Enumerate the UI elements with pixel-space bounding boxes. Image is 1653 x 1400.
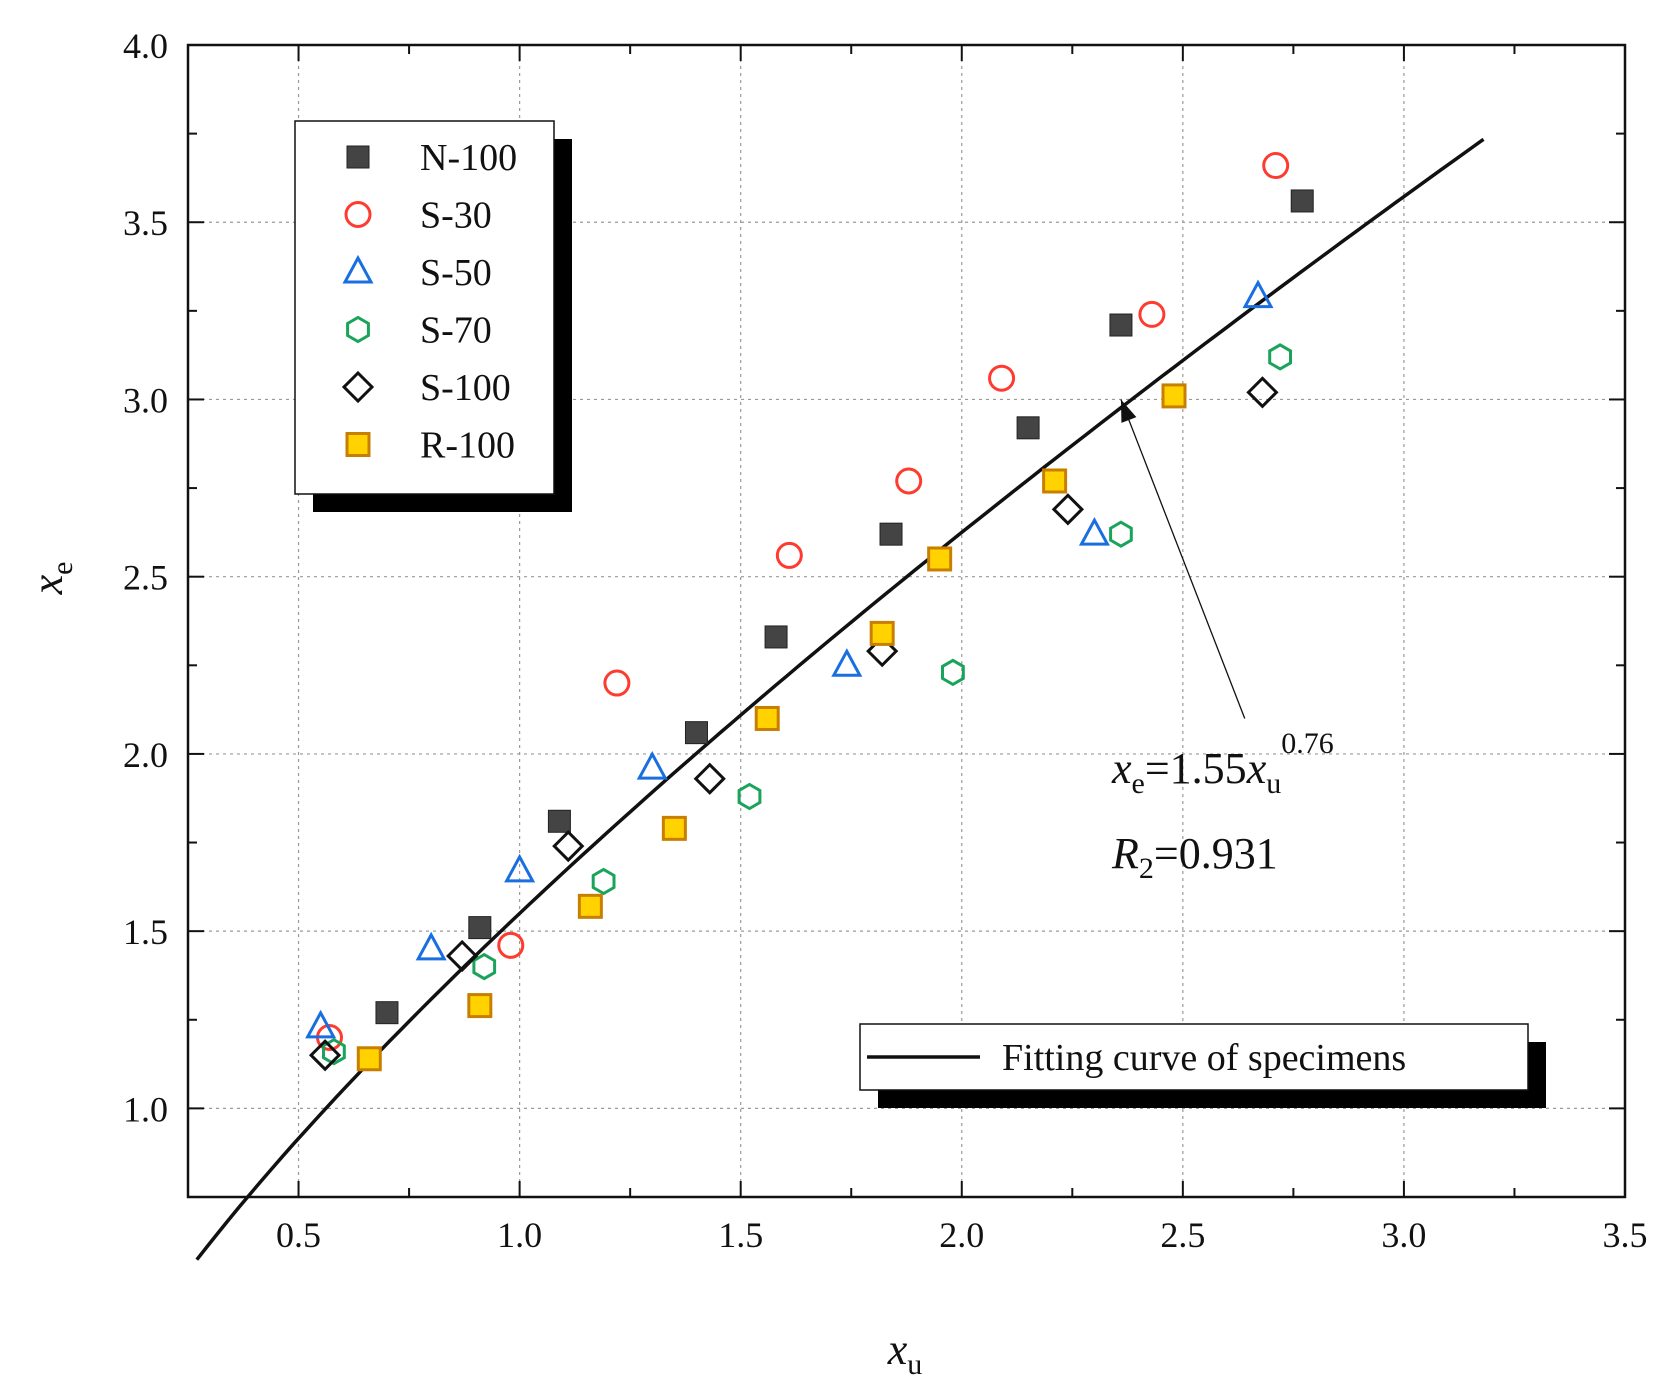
data-point	[504, 853, 536, 883]
series-s-70	[322, 343, 1292, 1066]
data-point	[895, 467, 923, 495]
data-point	[1262, 152, 1290, 180]
data-point	[1078, 517, 1110, 546]
series-r-100	[356, 383, 1187, 1072]
data-point	[1016, 416, 1040, 440]
data-point	[1042, 468, 1068, 494]
data-point	[552, 829, 585, 863]
data-point	[497, 931, 525, 959]
data-point	[322, 1037, 346, 1066]
x-tick-label: 3.5	[1603, 1215, 1648, 1255]
data-point	[305, 1009, 337, 1039]
legend-marker-s-100	[341, 370, 375, 404]
data-point	[1109, 520, 1133, 548]
data-point	[1290, 189, 1314, 213]
y-tick-label: 2.0	[123, 735, 168, 775]
data-point	[1109, 313, 1133, 337]
data-point	[375, 1001, 399, 1025]
data-point	[591, 867, 616, 896]
x-tick-label: 1.0	[497, 1215, 542, 1255]
legend-label: S-70	[420, 310, 492, 352]
data-point	[831, 648, 863, 677]
data-point	[775, 541, 803, 569]
data-point	[547, 809, 571, 833]
legend-label: S-30	[420, 195, 492, 237]
data-points	[305, 152, 1314, 1072]
x-tick-label: 3.0	[1381, 1215, 1426, 1255]
fit-curve	[195, 137, 1485, 1261]
data-point	[415, 931, 447, 961]
series-n-100	[375, 189, 1314, 1025]
data-point	[869, 620, 895, 646]
y-tick-label: 3.5	[123, 203, 168, 243]
legend-label: N-100	[420, 137, 517, 179]
legend-label: S-50	[420, 252, 492, 294]
data-point	[603, 669, 631, 697]
annotation-arrowhead	[1120, 399, 1137, 423]
data-point	[693, 762, 726, 795]
data-point	[661, 815, 687, 841]
legend-marker-s-30	[344, 201, 372, 228]
data-point	[1246, 376, 1279, 409]
data-point	[636, 750, 668, 780]
y-tick-label: 4.0	[123, 26, 168, 66]
axis-ticks: 0.5 1.0 1.5 2.0 2.5 3.0 3.5 1.0 1.5 2.0 2.5 3.0 3.5 4…	[123, 26, 1648, 1255]
data-point	[1161, 383, 1187, 409]
annotation-arrow-line	[1120, 399, 1246, 719]
data-point	[941, 658, 965, 687]
data-point	[866, 635, 899, 668]
data-point	[1242, 279, 1274, 309]
series-s-50	[305, 279, 1274, 1039]
data-point	[446, 939, 479, 973]
fit-layer	[195, 137, 1485, 1261]
data-point	[577, 893, 603, 919]
x-tick-label: 1.5	[718, 1215, 763, 1255]
y-axis-title: xe	[23, 562, 79, 596]
data-point	[764, 625, 788, 649]
fit-equation: xe=1.55xu0.76	[1111, 727, 1334, 800]
series-legend: N-100 S-30 S-50 S-70 S-100 R-100	[294, 120, 572, 512]
r-squared-label: R2=0.931	[1111, 829, 1278, 885]
legend-label: R-100	[420, 425, 515, 467]
legend-marker-n-100	[346, 145, 370, 169]
data-point	[988, 364, 1016, 392]
x-axis-title: xu	[887, 1325, 923, 1381]
y-tick-label: 1.5	[123, 912, 168, 952]
data-point	[1268, 343, 1292, 371]
legend-label: S-100	[420, 367, 511, 409]
data-point	[927, 546, 953, 572]
data-point	[356, 1046, 382, 1072]
data-point	[472, 952, 497, 981]
legend-box	[294, 120, 555, 495]
plot-frame	[186, 43, 1627, 1199]
y-tick-label: 1.0	[123, 1089, 168, 1129]
legend-marker-s-70	[346, 315, 370, 344]
y-tick-label: 3.0	[123, 380, 168, 420]
data-point	[467, 993, 493, 1019]
data-point	[737, 782, 762, 811]
series-s-100	[308, 376, 1279, 1072]
data-point	[684, 721, 708, 745]
data-point	[879, 522, 903, 546]
data-point	[1051, 493, 1085, 526]
data-point	[468, 916, 492, 940]
data-point	[308, 1039, 342, 1072]
legend-marker-r-100	[345, 432, 371, 457]
x-tick-label: 2.5	[1160, 1215, 1205, 1255]
fit-legend: Fitting curve of specimens	[859, 1023, 1546, 1108]
data-point	[1138, 300, 1166, 328]
x-tick-label: 2.0	[939, 1215, 984, 1255]
fit-legend-label: Fitting curve of specimens	[1002, 1037, 1406, 1079]
series-s-30	[315, 152, 1290, 1051]
legend-marker-s-50	[342, 254, 374, 284]
data-point	[754, 705, 780, 731]
y-tick-label: 2.5	[123, 558, 168, 598]
x-tick-label: 0.5	[276, 1215, 321, 1255]
